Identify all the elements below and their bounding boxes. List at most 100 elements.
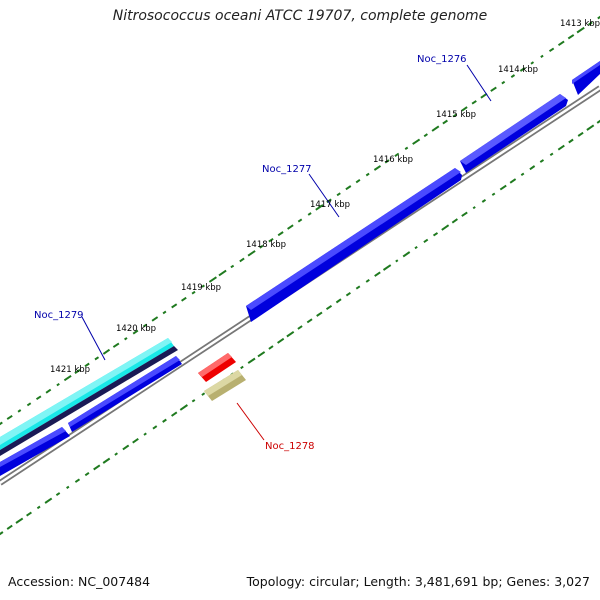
gc-tick bbox=[412, 138, 421, 145]
gc-tick bbox=[277, 231, 284, 237]
gc-tick bbox=[297, 325, 303, 330]
gc-tick bbox=[191, 399, 196, 403]
gc-tick bbox=[442, 119, 448, 125]
gc-tick bbox=[230, 264, 235, 269]
gc-tick bbox=[171, 303, 178, 309]
scale-label: 1421 kbp bbox=[50, 365, 90, 375]
cds-noc-1276[interactable] bbox=[572, 61, 600, 95]
gc-tick bbox=[520, 172, 525, 177]
gc-tick bbox=[335, 298, 342, 304]
gc-tick bbox=[74, 478, 81, 483]
svg-text:Noc_1277: Noc_1277 bbox=[262, 164, 312, 175]
gc-tick bbox=[548, 47, 555, 53]
gc-tick bbox=[567, 34, 575, 40]
gc-tick bbox=[404, 146, 409, 150]
cds-red[interactable] bbox=[198, 353, 236, 382]
gc-tick bbox=[501, 80, 506, 85]
map-title: Nitrosococcus oceani ATCC 19707, complet… bbox=[112, 8, 488, 24]
gc-tick bbox=[586, 124, 595, 131]
gc-tick bbox=[287, 224, 294, 230]
gene-label-noc-1279[interactable]: Noc_1279 bbox=[34, 310, 106, 361]
gc-tick bbox=[461, 211, 468, 217]
gc-tick bbox=[539, 159, 545, 163]
gc-tick bbox=[557, 144, 565, 151]
gc-tick bbox=[102, 348, 111, 355]
gc-tick bbox=[365, 172, 370, 177]
gc-tick bbox=[316, 311, 323, 317]
gc-tick bbox=[394, 152, 400, 158]
svg-text:Noc_1276: Noc_1276 bbox=[417, 54, 467, 65]
gc-tick bbox=[35, 395, 42, 401]
gc-tick bbox=[268, 237, 274, 243]
gc-tick bbox=[257, 351, 266, 358]
gc-tick bbox=[384, 159, 390, 164]
gc-tick bbox=[382, 264, 392, 271]
gc-tick bbox=[326, 198, 332, 204]
gc-tick bbox=[63, 374, 72, 382]
gc-tick bbox=[491, 192, 496, 196]
gc-tick bbox=[423, 133, 428, 138]
cds-noc-1281[interactable] bbox=[0, 427, 70, 476]
gc-tick bbox=[112, 342, 120, 348]
cds-noc-1279[interactable] bbox=[0, 338, 178, 456]
gc-tick bbox=[0, 421, 3, 426]
scale-label: 1419 kbp bbox=[181, 283, 221, 293]
gc-tick bbox=[395, 259, 399, 263]
gc-tick bbox=[297, 218, 303, 223]
scale-label: 1415 kbp bbox=[436, 110, 476, 120]
gc-tick bbox=[557, 40, 565, 47]
gc-tick bbox=[345, 185, 352, 191]
gc-tick bbox=[93, 464, 101, 471]
gc-tick bbox=[132, 329, 139, 335]
gc-tick bbox=[480, 92, 488, 99]
genome-info-text: Topology: circular; Length: 3,481,691 bp… bbox=[246, 574, 590, 589]
gc-tick bbox=[26, 511, 32, 517]
gc-tick bbox=[239, 257, 245, 263]
gc-tick bbox=[181, 296, 187, 302]
gc-tick bbox=[124, 337, 128, 341]
gc-tick bbox=[423, 238, 429, 244]
gc-tick bbox=[549, 152, 554, 157]
gc-tick bbox=[143, 432, 147, 436]
gc-tick bbox=[432, 232, 439, 237]
gc-tick bbox=[132, 437, 139, 444]
gc-tick bbox=[122, 444, 130, 451]
cds-noc-1276b[interactable] bbox=[460, 94, 568, 173]
gc-tick bbox=[44, 497, 53, 504]
gc-tick bbox=[490, 86, 497, 92]
gc-tick bbox=[26, 402, 32, 407]
gc-tick bbox=[152, 425, 158, 430]
gc-tick bbox=[451, 218, 458, 224]
cds-noc-1278[interactable] bbox=[204, 370, 246, 401]
gc-tick bbox=[179, 404, 188, 411]
gc-skew-track-inner bbox=[0, 119, 600, 536]
gc-tick bbox=[17, 409, 22, 413]
cds-noc-1280[interactable] bbox=[68, 356, 182, 432]
gc-tick bbox=[577, 131, 584, 137]
gc-tick bbox=[530, 61, 535, 65]
gc-tick bbox=[45, 388, 52, 394]
gc-tick bbox=[208, 276, 217, 283]
gc-tick bbox=[355, 178, 361, 184]
gc-tick bbox=[597, 15, 600, 20]
cds-noc-1277[interactable] bbox=[246, 168, 462, 322]
gene-label-noc-1276[interactable]: Noc_1276 bbox=[417, 54, 492, 102]
gc-tick bbox=[162, 418, 167, 423]
gene-label-noc-1277[interactable]: Noc_1277 bbox=[262, 164, 340, 218]
gc-tick bbox=[306, 318, 313, 324]
gc-tick bbox=[307, 212, 312, 216]
scale-label: 1413 kbp bbox=[560, 19, 600, 29]
accession-text: Accession: NC_007484 bbox=[8, 574, 151, 589]
gc-tick bbox=[74, 368, 81, 375]
scale-label: 1418 kbp bbox=[246, 240, 286, 250]
gc-tick bbox=[452, 113, 458, 118]
gc-tick bbox=[587, 21, 593, 26]
gc-tick bbox=[268, 345, 274, 350]
gc-tick bbox=[56, 382, 60, 387]
gc-tick bbox=[519, 67, 526, 72]
gc-tick bbox=[6, 414, 13, 420]
gene-label-noc-1278[interactable]: Noc_1278 bbox=[236, 402, 315, 452]
gc-tick bbox=[345, 291, 351, 297]
gc-tick bbox=[259, 244, 264, 249]
